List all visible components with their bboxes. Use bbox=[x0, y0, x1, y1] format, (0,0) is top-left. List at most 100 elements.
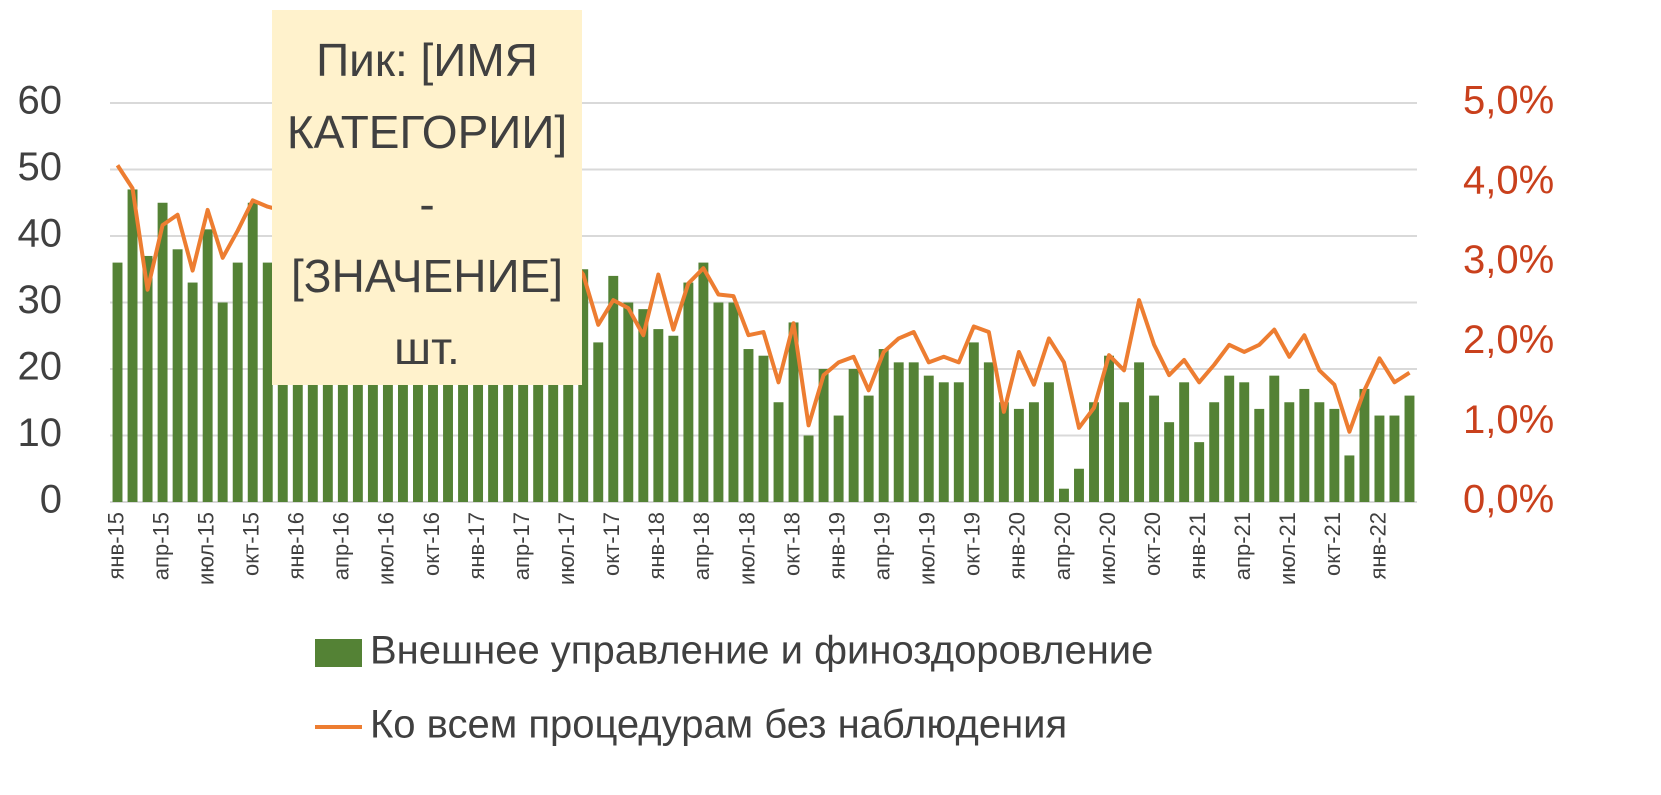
legend-swatch bbox=[315, 639, 362, 667]
bar bbox=[1389, 415, 1400, 502]
x-tick-label: июл-21 bbox=[1275, 512, 1300, 585]
bar bbox=[473, 282, 484, 502]
x-tick-label: апр-15 bbox=[148, 512, 173, 580]
bar bbox=[443, 315, 453, 502]
x-tick-label: июл-18 bbox=[734, 512, 759, 585]
bar bbox=[1028, 402, 1039, 502]
bar bbox=[833, 415, 844, 502]
y2-tick-label: 2,0% bbox=[1463, 318, 1554, 362]
bar bbox=[548, 302, 559, 502]
bar bbox=[337, 289, 348, 502]
bar bbox=[142, 255, 153, 502]
bar bbox=[1284, 402, 1295, 502]
bar bbox=[382, 322, 393, 502]
bar bbox=[713, 302, 724, 502]
bar bbox=[1254, 408, 1265, 502]
x-tick-label: апр-16 bbox=[329, 512, 354, 580]
bar bbox=[1179, 382, 1190, 502]
x-tick-label: апр-17 bbox=[509, 512, 534, 580]
y-tick-label: 40 bbox=[18, 212, 63, 256]
bar bbox=[232, 262, 243, 502]
bar bbox=[1224, 375, 1235, 502]
bar bbox=[307, 269, 318, 502]
legend-label: Внешнее управление и финоздоровление bbox=[370, 629, 1153, 673]
bar bbox=[292, 282, 303, 502]
x-tick-label: июл-19 bbox=[915, 512, 940, 585]
bar bbox=[1043, 382, 1054, 502]
bar bbox=[578, 269, 589, 502]
bar bbox=[397, 309, 408, 502]
y2-tick-label: 3,0% bbox=[1463, 238, 1554, 282]
y2-tick-label: 1,0% bbox=[1463, 398, 1554, 442]
bar bbox=[1164, 422, 1175, 502]
bar bbox=[848, 369, 859, 502]
bar bbox=[998, 402, 1009, 502]
bar bbox=[593, 342, 604, 502]
bar bbox=[1013, 408, 1024, 502]
bar bbox=[217, 302, 228, 502]
bar bbox=[773, 402, 784, 502]
x-tick-label: июл-16 bbox=[374, 512, 399, 585]
bar bbox=[1269, 375, 1280, 502]
bar bbox=[983, 362, 994, 502]
bar bbox=[1134, 362, 1145, 502]
bar bbox=[1194, 442, 1205, 502]
bar bbox=[743, 349, 754, 502]
y2-tick-label: 0,0% bbox=[1463, 478, 1554, 522]
x-tick-label: апр-20 bbox=[1050, 512, 1075, 580]
bar bbox=[923, 375, 934, 502]
bar bbox=[623, 302, 634, 502]
y-tick-label: 20 bbox=[18, 345, 63, 389]
bar bbox=[758, 355, 769, 502]
bar bbox=[1104, 355, 1114, 502]
bar bbox=[428, 302, 438, 502]
y-tick-label: 10 bbox=[18, 411, 63, 455]
bar bbox=[878, 349, 889, 502]
legend-label: Ко всем процедурам без наблюдения bbox=[370, 703, 1067, 747]
bar bbox=[518, 315, 529, 502]
bar bbox=[788, 322, 799, 502]
bar bbox=[247, 202, 258, 502]
y-tick-label: 0 bbox=[40, 478, 62, 522]
x-tick-label: апр-19 bbox=[869, 512, 894, 580]
x-tick-label: окт-19 bbox=[960, 512, 985, 576]
bar bbox=[127, 189, 138, 502]
bar bbox=[322, 302, 333, 502]
bar bbox=[803, 435, 814, 502]
y-tick-label: 60 bbox=[18, 79, 63, 123]
bar bbox=[1404, 395, 1415, 502]
x-tick-label: апр-21 bbox=[1230, 512, 1255, 580]
bar bbox=[1089, 402, 1099, 502]
bar bbox=[608, 275, 619, 502]
x-tick-label: июл-17 bbox=[554, 512, 579, 585]
x-tick-label: янв-17 bbox=[464, 512, 489, 580]
bar bbox=[1074, 468, 1084, 502]
bar bbox=[698, 262, 709, 502]
bar bbox=[1149, 395, 1160, 502]
bar bbox=[683, 282, 694, 502]
bar bbox=[413, 295, 423, 502]
bar bbox=[187, 282, 198, 502]
x-tick-label: янв-15 bbox=[103, 512, 128, 580]
bar bbox=[1359, 388, 1370, 502]
bar bbox=[1344, 455, 1355, 502]
x-tick-label: янв-19 bbox=[824, 512, 849, 580]
bar bbox=[938, 382, 949, 502]
bar bbox=[653, 329, 664, 502]
bar bbox=[367, 302, 378, 502]
bar bbox=[1329, 408, 1340, 502]
bar bbox=[638, 309, 649, 502]
x-tick-label: янв-22 bbox=[1365, 512, 1390, 580]
bar bbox=[1299, 388, 1310, 502]
x-tick-label: окт-15 bbox=[239, 512, 264, 576]
bar bbox=[668, 335, 679, 502]
bar bbox=[458, 322, 468, 502]
bar bbox=[1209, 402, 1220, 502]
bar bbox=[863, 395, 874, 502]
y-tick-label: 30 bbox=[18, 278, 63, 322]
x-tick-label: янв-16 bbox=[284, 512, 309, 580]
bar bbox=[352, 315, 363, 502]
bar bbox=[1314, 402, 1325, 502]
annotation-box: Пик: [ИМЯ КАТЕГОРИИ] - [ЗНАЧЕНИЕ] шт. bbox=[272, 10, 582, 385]
